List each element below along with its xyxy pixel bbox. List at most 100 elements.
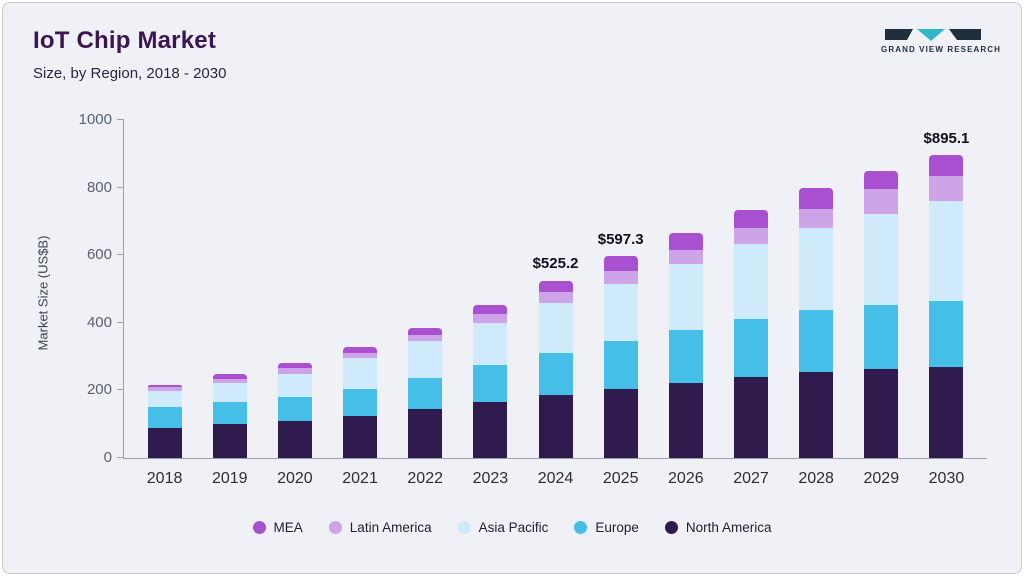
- x-axis-label-2019: 2019: [211, 470, 248, 487]
- legend-item-north-america: North America: [664, 520, 772, 535]
- bar-segment-europe: [277, 396, 312, 421]
- bar-stack: [799, 187, 834, 458]
- bar-segment-mea: [277, 363, 312, 369]
- bar-segment-latin-america: [538, 292, 573, 304]
- legend-item-asia-pacific: Asia Pacific: [457, 520, 548, 535]
- bar-segment-mea: [603, 256, 638, 271]
- bar-segment-mea: [929, 155, 964, 176]
- bar-segment-europe: [343, 388, 378, 416]
- bar-segment-latin-america: [603, 270, 638, 285]
- bar-2025: $597.3: [588, 120, 653, 458]
- bar-segment-europe: [799, 310, 834, 372]
- bar-stack: [408, 327, 443, 458]
- legend-swatch-mea: [252, 521, 266, 534]
- bar-segment-mea: [473, 304, 508, 315]
- bar-segment-north-america: [668, 382, 703, 458]
- y-tick-label: 0: [103, 449, 112, 466]
- bar-segment-europe: [603, 341, 638, 389]
- bar-segment-asia-pacific: [408, 341, 443, 378]
- bar-segment-asia-pacific: [929, 201, 964, 301]
- x-axis-labels: 2018 2019 2020 2021 2022 2023 2024 2025 2026 2027…: [124, 470, 987, 488]
- bar-stack: [929, 155, 964, 458]
- bar-2028: [784, 120, 849, 458]
- legend-swatch-europe: [574, 521, 588, 534]
- bar-2027: [718, 120, 783, 458]
- bar-segment-latin-america: [147, 387, 182, 392]
- bar-2019: [197, 120, 262, 458]
- bar-segment-europe: [733, 319, 768, 377]
- bar-segment-europe: [864, 304, 899, 370]
- bar-segment-north-america: [147, 427, 182, 458]
- bar-segment-mea: [538, 280, 573, 293]
- bar-stack: [603, 256, 638, 458]
- bar-segment-asia-pacific: [864, 213, 899, 305]
- legend-label-latin-america: Latin America: [349, 520, 432, 535]
- legend-item-europe: Europe: [574, 520, 639, 535]
- bar-stack: [733, 209, 768, 458]
- bar-2022: [393, 120, 458, 458]
- legend-item-mea: MEA: [252, 520, 303, 535]
- value-label-2025: $597.3: [597, 231, 644, 249]
- bar-segment-latin-america: [408, 334, 443, 342]
- bar-2018: [132, 120, 197, 458]
- legend: MEA Latin America Asia Pacific Europe North …: [3, 520, 1021, 535]
- y-tick-mark: [117, 321, 124, 323]
- bar-stack: [864, 170, 899, 458]
- x-axis-label-2026: 2026: [668, 470, 704, 487]
- bar-stack: [343, 347, 378, 458]
- bar-2029: [849, 120, 914, 458]
- bar-segment-europe: [929, 300, 964, 367]
- y-tick-mark: [117, 254, 124, 256]
- page-title: IoT Chip Market: [33, 27, 217, 54]
- bar-segment-latin-america: [864, 189, 899, 214]
- bar-segment-mea: [343, 347, 378, 353]
- bar-segment-europe: [668, 329, 703, 383]
- legend-item-latin-america: Latin America: [328, 520, 432, 535]
- bar-stack: [668, 233, 703, 458]
- legend-swatch-north-america: [664, 521, 678, 534]
- bar-segment-north-america: [864, 369, 899, 458]
- x-axis-label-2024: 2024: [537, 470, 574, 487]
- plot-area: $525.2 $597.3 $895.1 2018 2019 2020 2021 2022 20…: [79, 111, 987, 487]
- y-tick-mark: [117, 389, 124, 391]
- bar-segment-north-america: [538, 395, 573, 458]
- logo-text: GRAND VIEW RESEARCH: [881, 45, 1002, 54]
- bar-segment-north-america: [929, 366, 964, 458]
- bar-segment-north-america: [212, 424, 247, 458]
- value-label-2024: $525.2: [532, 255, 579, 273]
- y-tick-label: 400: [86, 313, 112, 331]
- bar-segment-asia-pacific: [473, 322, 508, 366]
- bar-segment-europe: [147, 406, 182, 428]
- bar-2020: [262, 120, 327, 458]
- bar-segment-latin-america: [733, 227, 768, 245]
- bar-segment-mea: [668, 233, 703, 251]
- grand-view-research-logo: GRAND VIEW RESEARCH: [881, 27, 1002, 54]
- bar-segment-mea: [864, 170, 899, 190]
- bar-segment-mea: [799, 187, 834, 209]
- bar-segment-north-america: [799, 371, 834, 458]
- bar-segment-latin-america: [799, 208, 834, 229]
- bar-stack: [212, 374, 247, 458]
- value-label-2030: $895.1: [923, 130, 970, 148]
- bar-2030: $895.1: [914, 120, 979, 458]
- x-axis-label-2022: 2022: [407, 470, 443, 487]
- bar-stack: [538, 280, 573, 458]
- bar-segment-asia-pacific: [538, 303, 573, 354]
- bar-2024: $525.2: [523, 120, 588, 458]
- bar-stack: [473, 304, 508, 458]
- bar-segment-asia-pacific: [147, 391, 182, 407]
- legend-label-europe: Europe: [595, 520, 639, 535]
- bar-segment-north-america: [733, 376, 768, 458]
- bar-segment-latin-america: [473, 314, 508, 323]
- x-axis-label-2020: 2020: [277, 470, 313, 487]
- bar-stack: [277, 363, 312, 458]
- y-tick-label: 600: [86, 246, 112, 264]
- y-tick-label: 800: [86, 178, 112, 196]
- bar-segment-north-america: [277, 420, 312, 458]
- bar-segment-asia-pacific: [799, 228, 834, 311]
- y-tick-label: 1000: [78, 111, 112, 128]
- y-tick-label: 200: [86, 381, 112, 399]
- legend-label-north-america: North America: [685, 520, 772, 535]
- page-subtitle: Size, by Region, 2018 - 2030: [33, 65, 227, 82]
- bar-segment-europe: [538, 353, 573, 396]
